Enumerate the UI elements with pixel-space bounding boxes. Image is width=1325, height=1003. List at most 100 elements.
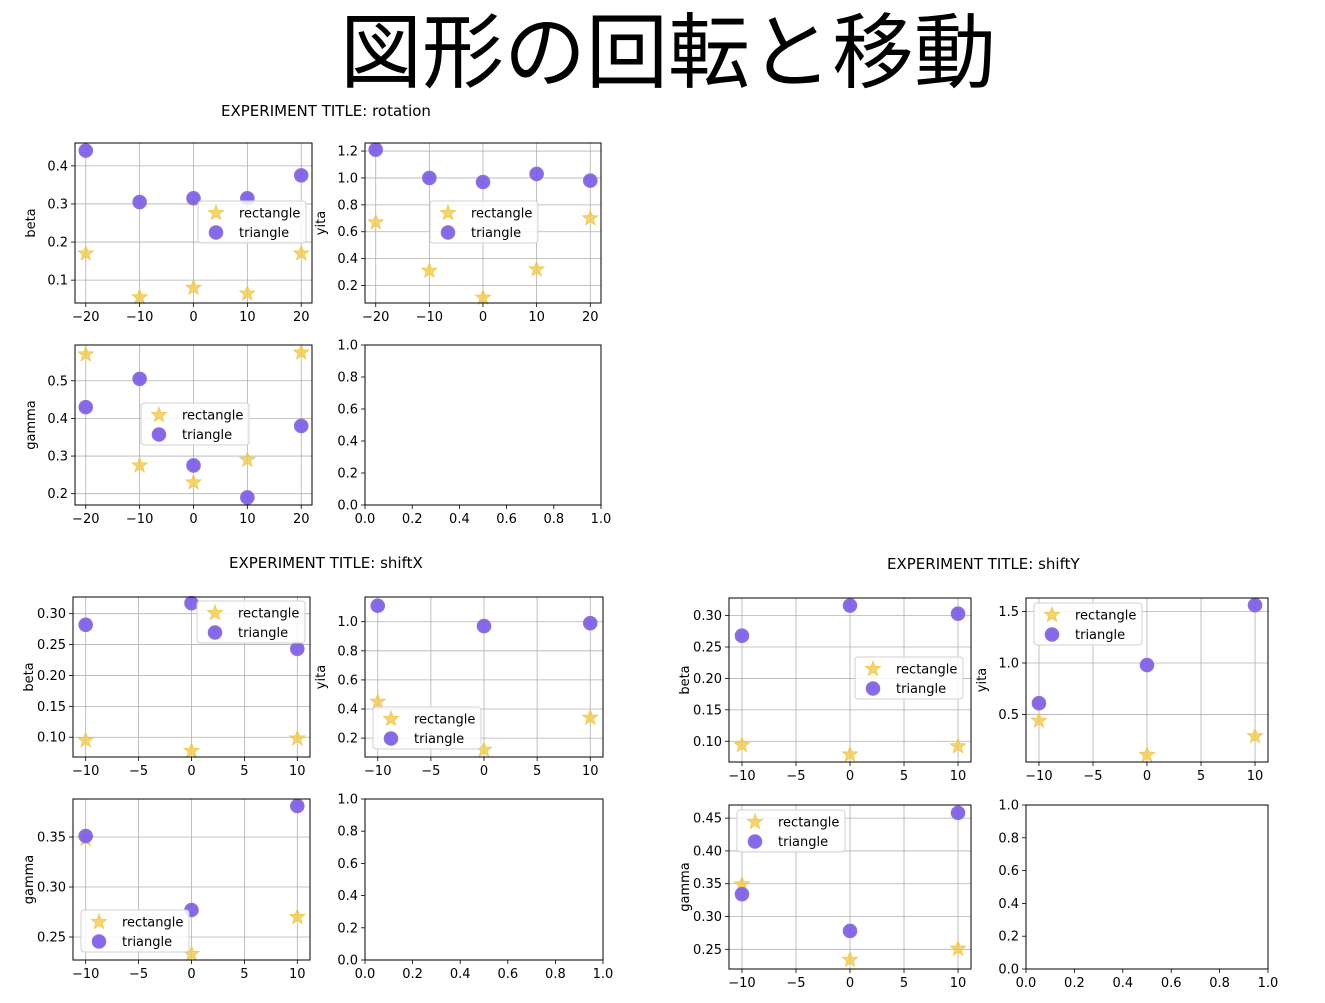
y-tick-label: 0.10 bbox=[37, 731, 66, 746]
chart-9: −10 −5 0 5 10 0.10 0.15 0.20 0.25 0.30 beta rectang… bbox=[678, 597, 972, 784]
x-tick-label: 0.6 bbox=[497, 967, 518, 982]
legend: rectangle triangle bbox=[196, 600, 306, 644]
point-triangle bbox=[842, 923, 858, 939]
x-tick-label: 0.0 bbox=[355, 967, 376, 982]
x-tick-label: 0 bbox=[1143, 769, 1151, 784]
y-tick-label: 1.0 bbox=[337, 793, 358, 808]
legend: rectangle triangle bbox=[140, 402, 250, 446]
legend-label: rectangle bbox=[471, 207, 532, 222]
x-tick-label: 0.4 bbox=[1112, 976, 1133, 991]
axes-frame bbox=[364, 142, 602, 304]
point-triangle bbox=[132, 194, 147, 210]
point-rectangle bbox=[77, 731, 95, 748]
y-tick-label: 0.30 bbox=[37, 881, 66, 896]
legend-box bbox=[1033, 602, 1143, 646]
x-tick-label: 10 bbox=[1247, 769, 1264, 784]
legend-triangle-marker bbox=[91, 934, 107, 949]
plot-area bbox=[1026, 805, 1268, 969]
x-tick-label: 10 bbox=[239, 512, 256, 527]
y-tick-label: 1.0 bbox=[337, 339, 358, 354]
legend-label: triangle bbox=[182, 428, 232, 443]
x-tick-label: −10 bbox=[1025, 769, 1052, 784]
y-tick-label: 0.35 bbox=[37, 831, 66, 846]
point-triangle bbox=[476, 618, 492, 634]
y-tick-label: 0.35 bbox=[693, 877, 722, 892]
chart-1: −20 −10 0 10 20 0.1 0.2 0.3 0.4 beta rectangle tria… bbox=[24, 142, 313, 325]
legend-box bbox=[372, 706, 482, 750]
point-rectangle bbox=[77, 244, 95, 261]
legend-label: triangle bbox=[122, 935, 172, 950]
y-tick-label: 0.0 bbox=[998, 963, 1019, 978]
x-tick-label: 5 bbox=[1197, 769, 1205, 784]
x-tick-label: 0.0 bbox=[1016, 976, 1037, 991]
y-tick-label: 0.45 bbox=[693, 812, 722, 827]
y-tick-label: 0.6 bbox=[337, 225, 358, 240]
y-tick-label: 0.4 bbox=[47, 159, 68, 174]
y-tick-label: 1.0 bbox=[337, 171, 358, 186]
x-tick-label: −5 bbox=[786, 976, 805, 991]
point-rectangle bbox=[182, 741, 201, 759]
x-tick-label: 5 bbox=[533, 764, 541, 779]
experiment-title-rotation: EXPERIMENT TITLE: rotation bbox=[221, 102, 431, 120]
y-tick-label: 0.25 bbox=[693, 943, 722, 958]
legend: rectangle triangle bbox=[372, 706, 482, 750]
point-triangle bbox=[529, 166, 544, 182]
y-tick-label: 0.4 bbox=[337, 435, 358, 450]
y-tick-label: 0.6 bbox=[998, 864, 1019, 879]
x-tick-label: 0 bbox=[846, 769, 854, 784]
point-rectangle bbox=[184, 473, 203, 490]
point-rectangle bbox=[733, 735, 751, 753]
chart-2: −20 −10 0 10 20 0.2 0.4 0.6 0.8 1.0 1.2 yita rectang… bbox=[314, 142, 602, 325]
axes-frame bbox=[364, 798, 604, 961]
y-tick-label: 0.25 bbox=[693, 641, 722, 656]
legend-label: rectangle bbox=[239, 207, 300, 222]
point-triangle bbox=[1139, 657, 1155, 673]
y-tick-label: 0.5 bbox=[998, 708, 1019, 723]
y-tick-label: 1.0 bbox=[998, 799, 1019, 814]
legend-triangle-marker bbox=[383, 731, 399, 746]
x-tick-label: 10 bbox=[582, 764, 599, 779]
x-tick-label: 0.6 bbox=[1161, 976, 1182, 991]
y-tick-label: 0.8 bbox=[337, 371, 358, 386]
x-tick-label: −10 bbox=[126, 512, 153, 527]
x-tick-label: −10 bbox=[728, 769, 755, 784]
point-triangle bbox=[240, 490, 255, 505]
y-tick-label: 1.5 bbox=[998, 605, 1019, 620]
legend-triangle-marker bbox=[747, 834, 763, 849]
x-tick-label: 20 bbox=[582, 310, 599, 325]
y-tick-label: 0.30 bbox=[37, 607, 66, 622]
y-axis-label: yita bbox=[314, 211, 329, 235]
x-tick-label: −10 bbox=[728, 976, 755, 991]
x-tick-label: −5 bbox=[129, 967, 148, 982]
experiment-title-shiftx: EXPERIMENT TITLE: shiftX bbox=[229, 554, 423, 572]
x-tick-label: −10 bbox=[416, 310, 443, 325]
x-tick-label: 0.8 bbox=[543, 512, 564, 527]
x-tick-label: −20 bbox=[72, 310, 99, 325]
x-tick-label: 10 bbox=[289, 764, 306, 779]
experiment-title-shifty: EXPERIMENT TITLE: shiftY bbox=[887, 555, 1080, 573]
axes-frame bbox=[1025, 804, 1269, 970]
point-rectangle bbox=[130, 456, 149, 473]
point-triangle bbox=[78, 143, 94, 158]
x-tick-label: 0 bbox=[480, 764, 488, 779]
y-tick-label: 0.4 bbox=[337, 889, 358, 904]
legend-label: rectangle bbox=[238, 607, 299, 622]
x-tick-label: 5 bbox=[240, 764, 248, 779]
point-triangle bbox=[368, 142, 384, 158]
point-triangle bbox=[842, 598, 858, 613]
legend-rectangle-marker bbox=[864, 659, 882, 677]
legend-rectangle-marker bbox=[150, 405, 168, 423]
chart-5: −10 −5 0 5 10 0.10 0.15 0.20 0.25 0.30 beta rectang… bbox=[22, 595, 311, 779]
y-tick-label: 0.8 bbox=[337, 198, 358, 213]
y-tick-label: 0.2 bbox=[337, 732, 358, 747]
x-tick-label: 5 bbox=[900, 976, 908, 991]
x-tick-label: 0.4 bbox=[449, 512, 470, 527]
x-tick-label: −20 bbox=[362, 310, 389, 325]
point-triangle bbox=[186, 458, 201, 473]
legend-box bbox=[197, 200, 307, 244]
point-triangle bbox=[1247, 597, 1263, 613]
legend-triangle-marker bbox=[865, 681, 881, 696]
x-tick-label: −5 bbox=[421, 764, 440, 779]
y-tick-label: 0.2 bbox=[337, 921, 358, 936]
legend-rectangle-marker bbox=[207, 203, 225, 221]
